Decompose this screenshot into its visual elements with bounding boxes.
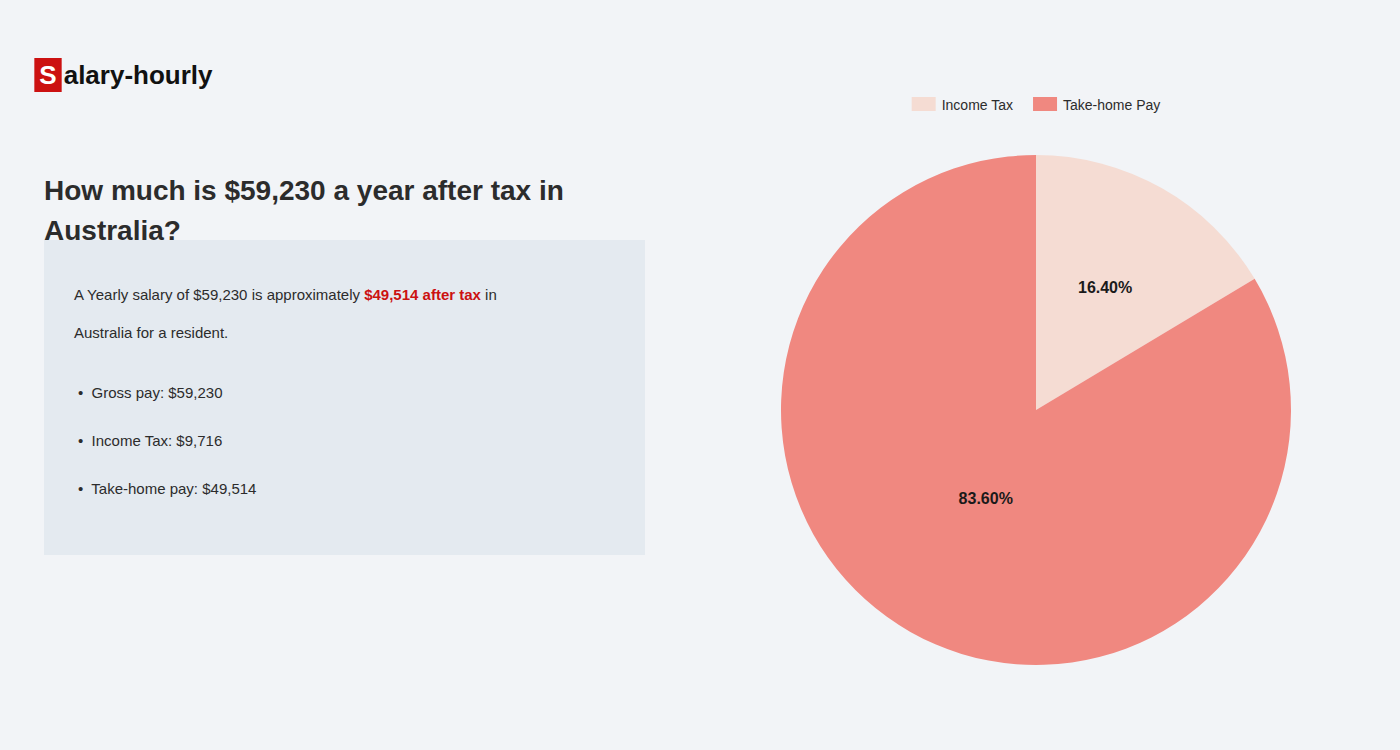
title: How much is $59,230 a year after tax inA…	[44, 175, 564, 246]
text-panel: Salary-hourly How much is $59,230 a year …	[34, 58, 645, 555]
info-box	[44, 240, 645, 555]
bullet-item: • Income Tax: $9,716	[78, 432, 222, 449]
bullet-item: • Take-home pay: $49,514	[78, 480, 256, 497]
legend-item: Take-home Pay	[1033, 97, 1160, 113]
legend-swatch	[1033, 97, 1057, 111]
legend-swatch	[912, 97, 936, 111]
pie	[781, 155, 1291, 665]
legend-label: Income Tax	[942, 97, 1013, 113]
summary-line: A Yearly salary of $59,230 is approximat…	[74, 286, 497, 303]
logo-box	[34, 58, 61, 92]
summary-text: A Yearly salary of $59,230 is approximat…	[74, 286, 364, 303]
logo-letter: S	[39, 60, 56, 90]
legend-label: Take-home Pay	[1063, 97, 1160, 113]
background	[0, 0, 1400, 750]
data-label: 83.60%	[959, 490, 1013, 507]
legend: Income Tax Take-home Pay	[912, 97, 1161, 113]
legend-item: Income Tax	[912, 97, 1013, 113]
data-labels: 16.40% 83.60%	[959, 279, 1133, 507]
title-line: How much is $59,230 a year after tax in	[44, 175, 564, 206]
summary-line: Australia for a resident.	[74, 324, 228, 341]
logo-text: alary-hourly	[64, 60, 213, 90]
data-label: 16.40%	[1078, 279, 1132, 296]
pie-slice	[781, 155, 1291, 665]
bullet-item: • Gross pay: $59,230	[78, 384, 223, 401]
summary-text: in	[481, 286, 497, 303]
summary-highlight: $49,514 after tax	[364, 286, 481, 303]
chart: Salary-hourly How much is $59,230 a year …	[0, 0, 1400, 750]
